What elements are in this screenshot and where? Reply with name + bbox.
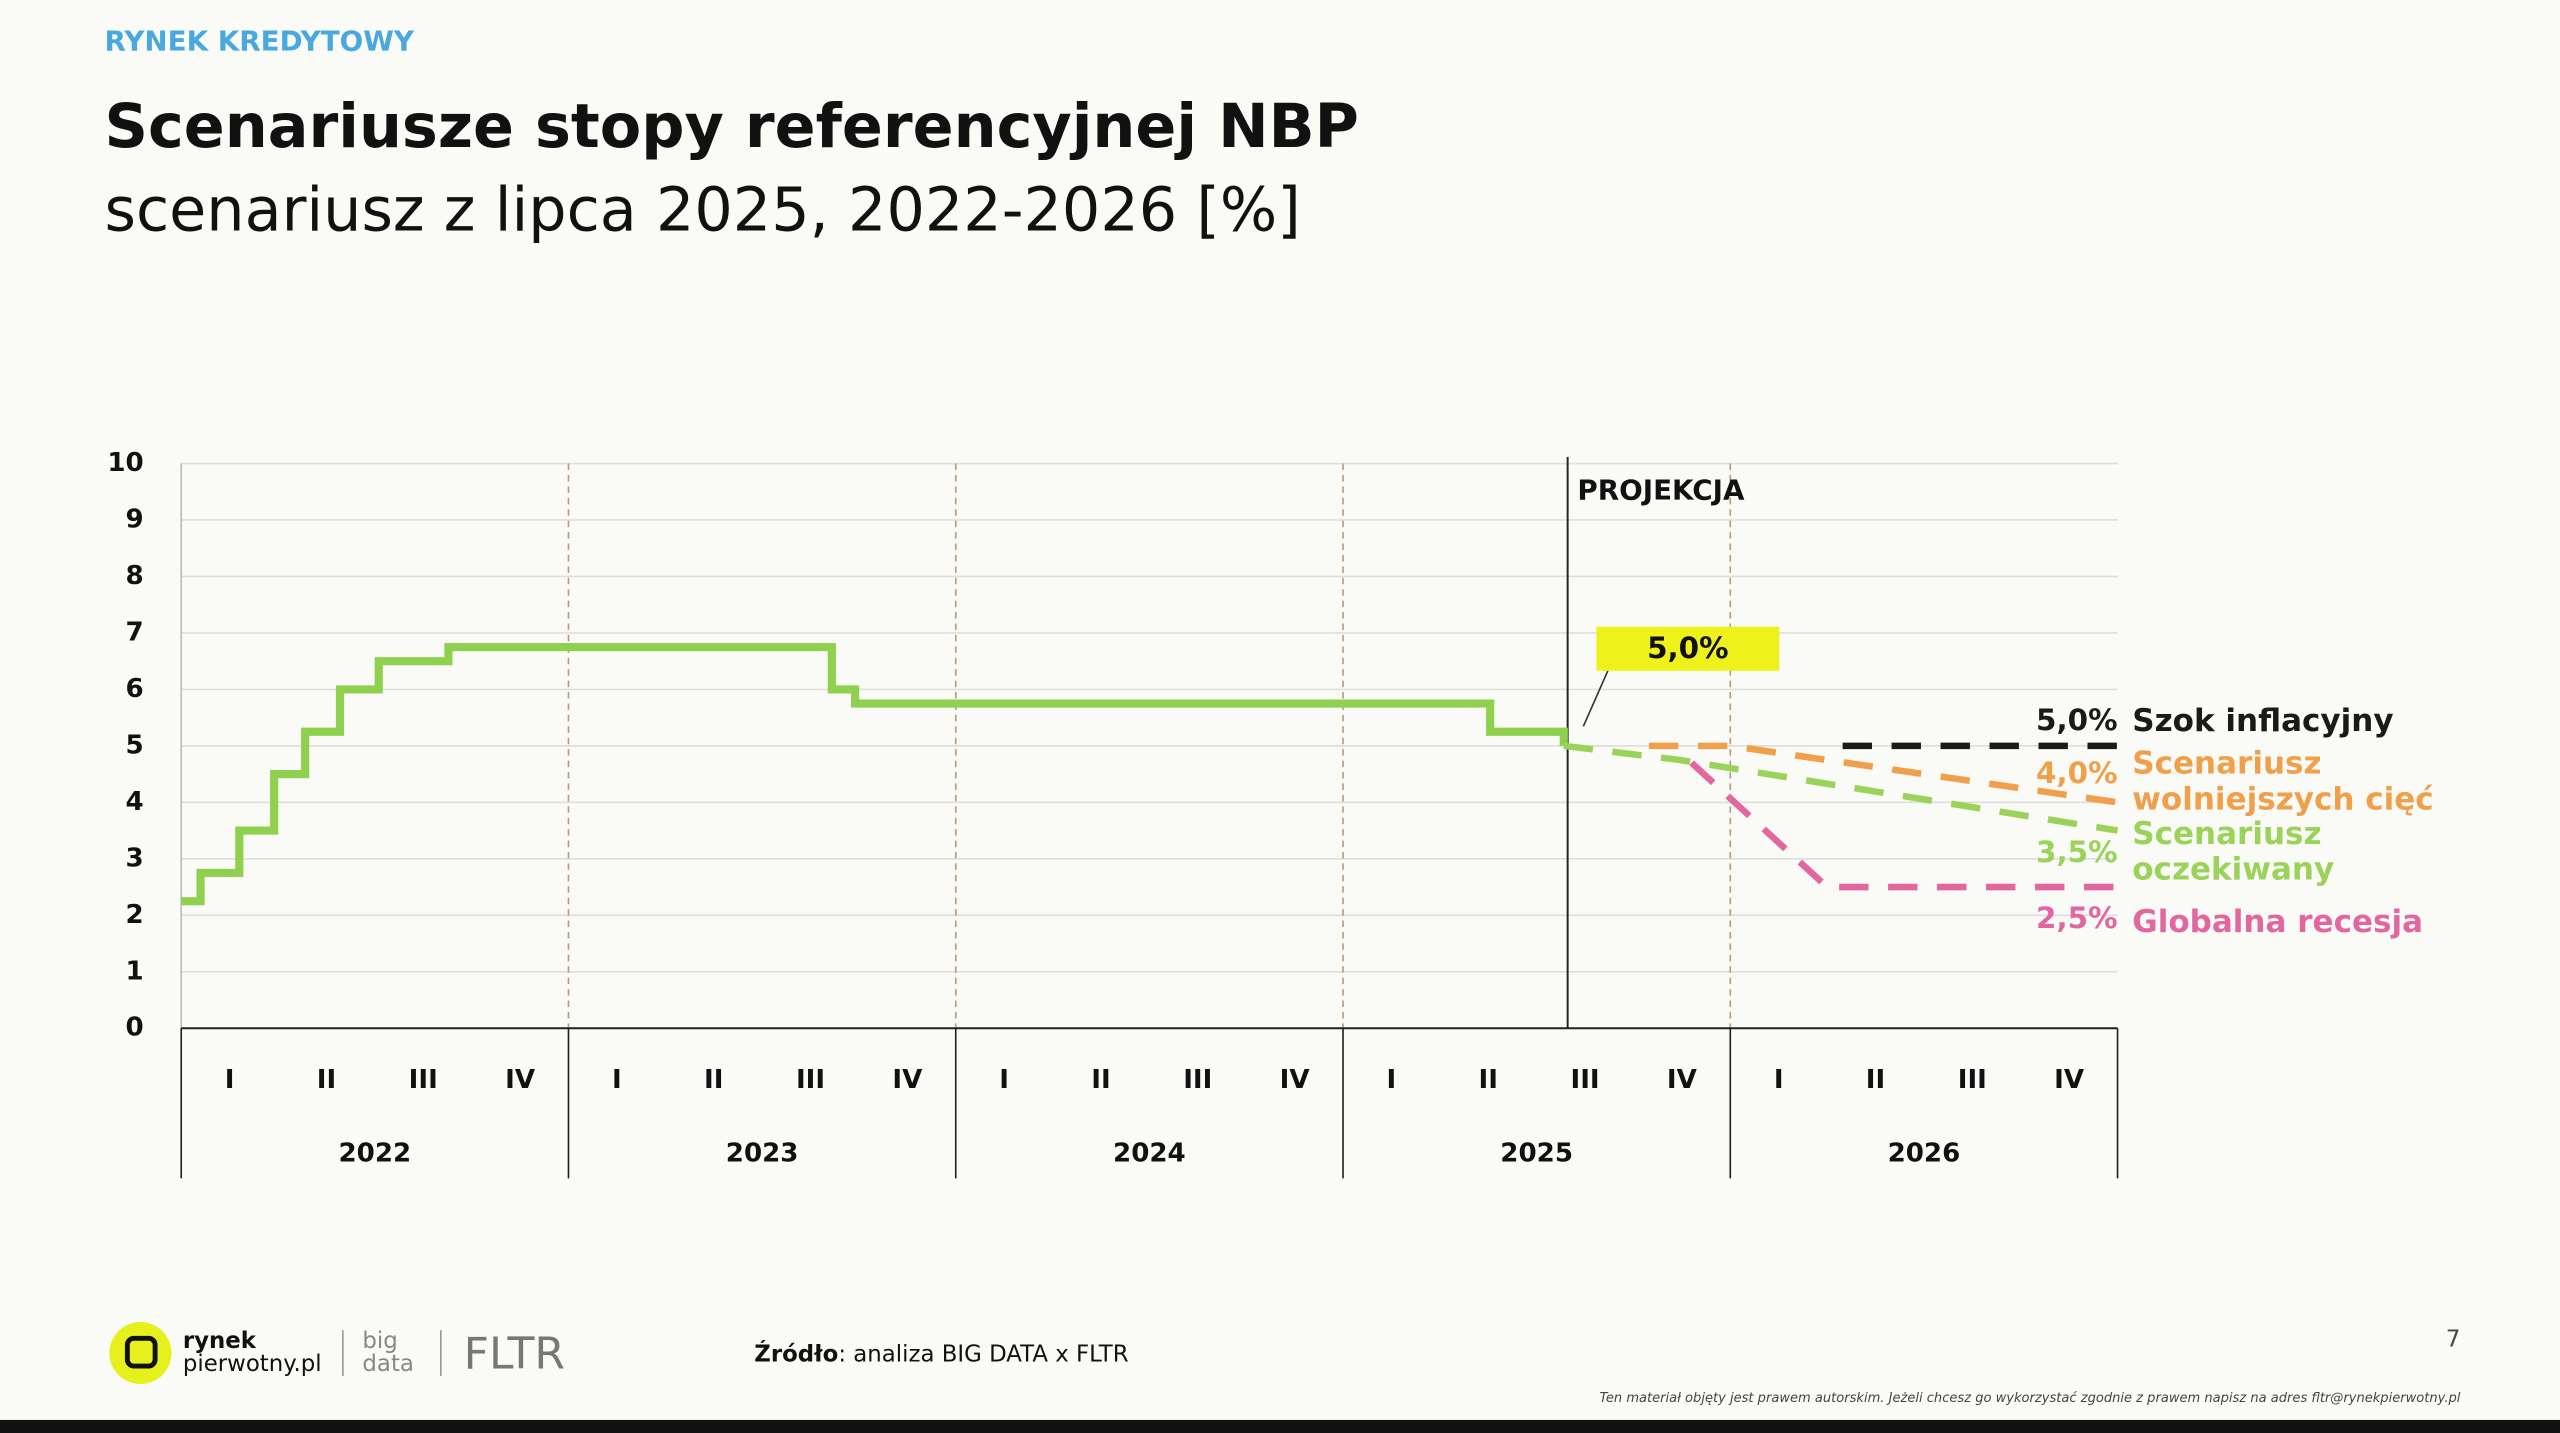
quarter-label: III	[1570, 1065, 1599, 1095]
quarter-label: II	[1091, 1065, 1110, 1095]
y-tick-label: 9	[125, 504, 143, 534]
callout-leader	[1582, 670, 1609, 727]
source: Źródło: analiza BIG DATA x FLTR	[754, 1339, 1128, 1367]
source-text: : analiza BIG DATA x FLTR	[838, 1341, 1128, 1367]
source-label: Źródło	[754, 1339, 838, 1367]
projection-line-series	[1648, 742, 2119, 806]
legend-entry: Scenariusz wolniejszych cięć	[2132, 745, 2434, 818]
quarter-label: I	[225, 1065, 235, 1095]
quarter-label: III	[796, 1065, 825, 1095]
year-label: 2024	[1113, 1138, 1186, 1168]
y-tick-label: 8	[125, 561, 143, 591]
quarter-label: I	[1774, 1065, 1784, 1095]
y-tick-label: 5	[125, 730, 143, 760]
y-tick-label: 1	[125, 956, 143, 986]
quarter-label: IV	[892, 1065, 923, 1095]
value-label: 5,0%	[1647, 631, 1728, 665]
logo-square	[124, 1335, 158, 1369]
section-label: RYNEK KREDYTOWY	[104, 24, 414, 57]
quarter-label: II	[1479, 1065, 1498, 1095]
quarter-label: I	[1387, 1065, 1397, 1095]
legend-label: Scenariusz wolniejszych cięć	[2132, 745, 2434, 818]
year-label: 2022	[339, 1138, 412, 1168]
year-label: 2025	[1500, 1138, 1573, 1168]
quarter-label: II	[704, 1065, 723, 1095]
legend-entry: Globalna recesja	[2132, 904, 2424, 941]
logo-text: rynek	[183, 1328, 257, 1354]
disclaimer: Ten materiał objęty jest prawem autorski…	[1600, 1391, 2461, 1406]
chart-title: Scenariusze stopy referencyjnej NBP	[104, 92, 1358, 162]
year-label: 2026	[1888, 1138, 1961, 1168]
quarter-label: IV	[1667, 1065, 1698, 1095]
logo-text: data	[362, 1351, 413, 1377]
rate-line	[181, 642, 1568, 906]
logo-text: pierwotny.pl	[183, 1351, 322, 1377]
quarter-label: IV	[2054, 1065, 2085, 1095]
quarter-label: I	[999, 1065, 1009, 1095]
year-label: 2023	[726, 1138, 799, 1168]
callout-box	[1596, 626, 1780, 671]
page-number: 7	[2446, 1326, 2461, 1352]
quarter-label: III	[409, 1065, 438, 1095]
value-label: 3,5%	[2036, 835, 2117, 869]
legend-entry: Scenariusz oczekiwany	[2132, 816, 2335, 888]
logo-text: FLTR	[464, 1328, 565, 1379]
logo-text: big	[362, 1328, 397, 1354]
chart-subtitle: scenariusz z lipca 2025, 2022-2026 [%]	[104, 175, 1300, 245]
legend-label: Globalna recesja	[2132, 904, 2424, 941]
y-tick-label: 0	[125, 1013, 143, 1043]
value-label: 2,5%	[2036, 901, 2117, 935]
quarter-label: II	[1866, 1065, 1885, 1095]
projection-line-series	[1689, 760, 2118, 891]
y-tick-label: 6	[125, 674, 143, 704]
quarter-label: IV	[505, 1065, 536, 1095]
y-tick-label: 2	[125, 900, 143, 930]
projection-label: PROJEKCJA	[1577, 473, 1745, 506]
quarter-label: III	[1958, 1065, 1987, 1095]
y-tick-label: 3	[125, 843, 143, 873]
legend-label: Scenariusz oczekiwany	[2132, 816, 2335, 888]
bottom-bar	[0, 1419, 2560, 1433]
value-label: 4,0%	[2036, 756, 2117, 790]
quarter-label: III	[1183, 1065, 1212, 1095]
y-tick-label: 10	[107, 448, 143, 478]
y-tick-label: 7	[125, 617, 143, 647]
y-tick-label: 4	[125, 787, 143, 817]
quarter-label: I	[612, 1065, 622, 1095]
quarter-label: II	[317, 1065, 336, 1095]
legend-label: Szok inflacyjny	[2132, 703, 2394, 740]
quarter-label: IV	[1280, 1065, 1311, 1095]
logo-circle	[109, 1322, 172, 1385]
value-label: 5,0%	[2036, 703, 2117, 737]
legend-entry: Szok inflacyjny	[2132, 703, 2394, 740]
projection-line-series	[1563, 742, 2119, 834]
